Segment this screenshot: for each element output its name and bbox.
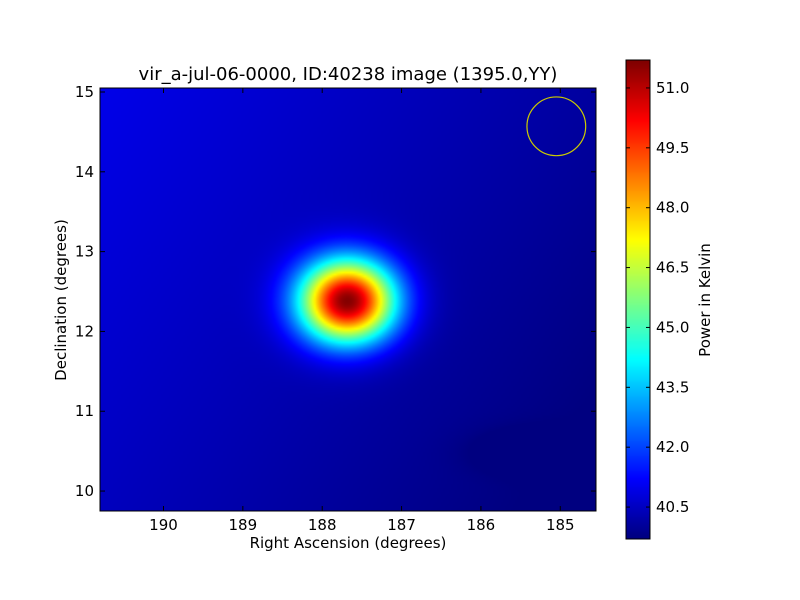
- y-tick-label: 11: [75, 402, 94, 420]
- colorbar-tick-label: 48.0: [656, 199, 689, 217]
- chart-title: vir_a-jul-06-0000, ID:40238 image (1395.…: [139, 64, 558, 85]
- x-tick-label: 190: [149, 516, 178, 534]
- colorbar-tick-label: 43.5: [656, 378, 689, 396]
- colorbar-frame: [625, 59, 651, 540]
- colorbar-tick-label: 46.5: [656, 259, 689, 277]
- x-tick-label: 185: [546, 516, 575, 534]
- colorbar-ticks: 40.5 42.0 43.5 45.0 46.5 48.0 49.5 51.0: [626, 79, 689, 516]
- y-tick-label: 13: [75, 243, 94, 261]
- heatmap-image: [100, 88, 596, 511]
- plot-frame: [99, 87, 597, 512]
- colorbar: 40.5 42.0 43.5 45.0 46.5 48.0 49.5 51.0: [625, 59, 689, 540]
- colorbar-tick-label: 51.0: [656, 79, 689, 97]
- beam-marker: [526, 96, 587, 157]
- x-tick-label: 188: [308, 516, 337, 534]
- y-tick-label: 15: [75, 83, 94, 101]
- colorbar-gradient: [626, 60, 650, 539]
- y-tick-label: 14: [75, 163, 94, 181]
- plot-area: 190 189 188 187 186 185 10 11 12 13 14 15: [75, 83, 597, 534]
- x-axis-label: Right Ascension (degrees): [250, 534, 447, 552]
- colorbar-label: Power in Kelvin: [696, 243, 714, 357]
- colorbar-tick-label: 40.5: [656, 498, 689, 516]
- x-axis: 190 189 188 187 186 185: [149, 88, 575, 534]
- x-tick-label: 189: [229, 516, 258, 534]
- y-tick-label: 10: [75, 482, 94, 500]
- colorbar-tick-label: 42.0: [656, 438, 689, 456]
- y-axis: 10 11 12 13 14 15: [75, 83, 596, 500]
- y-axis-label: Declination (degrees): [52, 219, 70, 381]
- y-tick-label: 12: [75, 322, 94, 340]
- x-tick-label: 187: [387, 516, 416, 534]
- x-tick-label: 186: [467, 516, 496, 534]
- colorbar-tick-label: 45.0: [656, 318, 689, 336]
- colorbar-tick-label: 49.5: [656, 139, 689, 157]
